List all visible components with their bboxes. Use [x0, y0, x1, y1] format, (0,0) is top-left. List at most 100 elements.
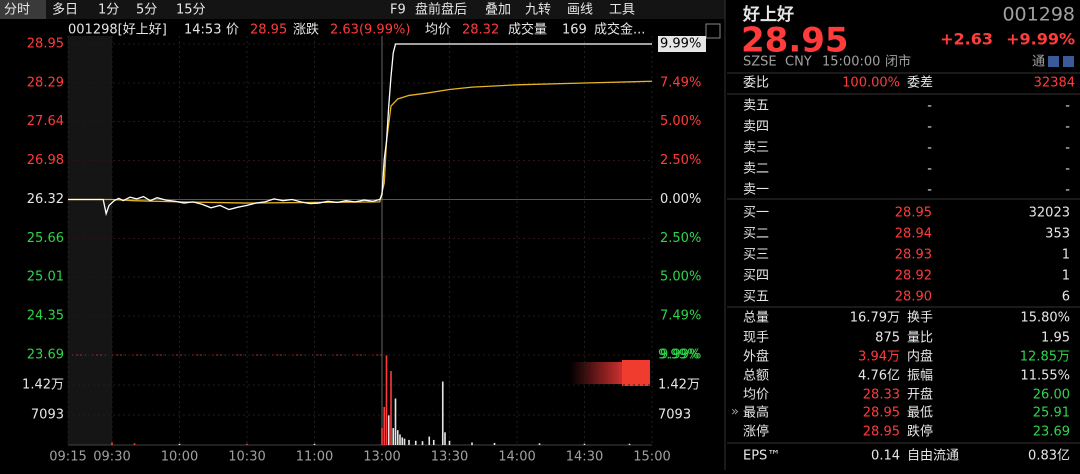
volume-bar [178, 443, 181, 445]
info-change-label: 涨跌 [293, 22, 319, 38]
pct-tick-label: 5.00% [660, 114, 701, 129]
info-avg: 28.32 [462, 23, 499, 38]
book-volume: 353 [1045, 227, 1070, 242]
x-tick-label: 15:00 [633, 450, 670, 465]
volume-bar [383, 406, 386, 445]
icon[interactable] [1048, 56, 1059, 67]
stat-label: 总额 [743, 369, 769, 384]
volume-bar [387, 415, 390, 445]
tool[interactable]: 盘前盘后 [415, 2, 467, 18]
premarket-area [68, 36, 112, 445]
volume-bar [583, 443, 586, 445]
x-tick-label: 14:30 [566, 450, 603, 465]
tool[interactable]: 叠加 [485, 3, 511, 18]
book-label: 卖二 [743, 162, 769, 177]
pct-tick-label: 2.50% [660, 231, 701, 246]
book-price: - [927, 141, 932, 156]
book-volume: - [1065, 120, 1070, 135]
info-avg-label: 均价 [425, 23, 451, 38]
book-price: - [927, 99, 932, 114]
active-tab-bg [0, 0, 46, 19]
volume-bar [403, 438, 406, 445]
tab[interactable]: 1分 [98, 3, 119, 18]
book-volume: 1 [1062, 269, 1070, 284]
book-label: 卖五 [743, 99, 769, 114]
volume-bar [133, 443, 136, 445]
volume-bar [392, 428, 395, 445]
pct-tick-label: 0.00% [660, 192, 701, 207]
book-label: 买二 [743, 227, 769, 242]
volume-bar [444, 432, 446, 445]
tab[interactable]: 分时 [4, 3, 30, 18]
book-volume: - [1065, 183, 1070, 198]
toolbar-bg [0, 0, 725, 19]
stat-label: 内盘 [907, 349, 933, 365]
eps-value: 0.14 [871, 449, 900, 464]
tool[interactable]: 九转 [525, 3, 551, 18]
book-label: 买一 [743, 206, 769, 221]
stat-label: 现手 [743, 331, 769, 346]
pct-tick-label: 5.00% [660, 269, 701, 284]
volume-bar [394, 398, 397, 445]
info-price: 28.95 [250, 23, 287, 38]
tool[interactable]: F9 [390, 3, 406, 18]
x-tick-label: 09:30 [93, 450, 130, 465]
stat-value: 1.95 [1041, 331, 1070, 346]
pct-tick-label: 9.99% [660, 348, 701, 363]
volume-bar [432, 439, 435, 445]
book-label: 买四 [743, 269, 769, 284]
stat-value: 23.69 [1033, 425, 1070, 440]
meta: CNY [785, 55, 812, 70]
icon[interactable] [1063, 56, 1074, 67]
stat-label: 最低 [907, 406, 933, 421]
book-price: 28.92 [895, 269, 932, 284]
vol-pct-label: 9.99% [658, 348, 699, 363]
tool[interactable]: 工具 [609, 3, 635, 18]
volume-bar [396, 430, 399, 445]
stat-label: 量比 [907, 331, 933, 346]
wp-icon[interactable] [705, 23, 721, 39]
float-label: 自由流通 [907, 449, 959, 464]
price-line [68, 43, 652, 217]
stat-value: 26.00 [1033, 388, 1070, 403]
stat-label: 最高 [743, 405, 769, 421]
info-vol: 169 [562, 23, 587, 38]
flash-trail [570, 362, 622, 384]
x-tick-label: 13:30 [431, 450, 468, 465]
y-tick-label: 25.01 [27, 269, 64, 284]
y-tick-label: 27.64 [27, 114, 64, 129]
tab[interactable]: 5分 [136, 3, 157, 18]
book-price: 28.95 [895, 206, 932, 221]
book-volume: 6 [1062, 290, 1070, 305]
stat-value: 28.95 [863, 406, 900, 421]
x-tick-label: 10:00 [161, 450, 198, 465]
tong: 通 [1032, 55, 1045, 70]
stat-value: 12.85万 [1020, 350, 1070, 365]
collapse[interactable]: » [731, 405, 739, 420]
pct-tick-label: 2.50% [660, 153, 701, 168]
info-code: 001298[好上好] [68, 23, 167, 38]
pct-tick-label: 7.49% [660, 76, 701, 91]
volume-bar [401, 437, 404, 445]
book-label: 买五 [743, 290, 769, 305]
stat-label: 涨停 [743, 424, 769, 440]
volume-bar [441, 381, 444, 445]
flash-box [622, 360, 650, 386]
vol-tick-label-right: 1.42万 [658, 378, 700, 393]
tab[interactable]: 15分 [176, 3, 206, 18]
book-price: 28.93 [895, 248, 932, 263]
x-tick-label: 11:00 [296, 450, 333, 465]
volume-bar [421, 441, 424, 445]
book-volume: 32023 [1029, 206, 1070, 221]
book-volume: - [1065, 162, 1070, 177]
info-price-label: 价 [226, 23, 239, 38]
book-price: - [927, 120, 932, 135]
stat-value: 28.33 [863, 388, 900, 403]
book-price: - [927, 183, 932, 198]
tab[interactable]: 多日 [52, 2, 78, 18]
x-tick-label: 09:15 [49, 450, 86, 465]
volume-bar [448, 440, 451, 445]
tool[interactable]: 画线 [567, 3, 593, 18]
stat-value: 11.55% [1020, 369, 1070, 384]
book-label: 卖三 [743, 141, 769, 156]
